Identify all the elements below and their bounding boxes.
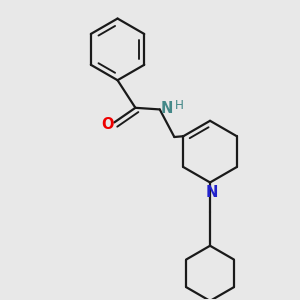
Text: N: N	[161, 101, 173, 116]
Text: H: H	[175, 99, 184, 112]
Text: N: N	[205, 185, 218, 200]
Text: O: O	[101, 116, 113, 131]
